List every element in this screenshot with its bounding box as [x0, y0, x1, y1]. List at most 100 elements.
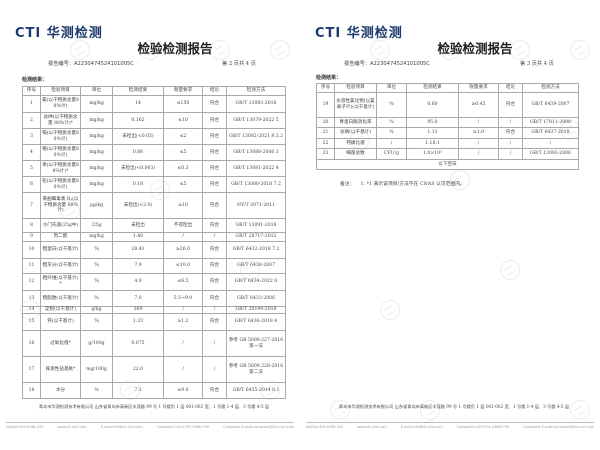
table-cell: 胃蛋白酶消化率: [334, 117, 377, 128]
table-cell: /: [202, 356, 227, 383]
blank-label: 以下空白: [316, 159, 579, 170]
column-header: 检验项目: [40, 86, 81, 96]
footer-contacts: Hotline:400-6788-333 www.cti-cert.com E-ma…: [6, 425, 294, 429]
table-row: 14 淀粉(以干基计) g/kg 369// GB/T 20194-2018: [22, 306, 286, 314]
table-cell: /: [163, 306, 203, 314]
table-cell: /: [498, 117, 523, 128]
table-row: 23 细菌总数 CFU/g 1.0×10⁵ / / GB/T 13093-2006: [316, 148, 579, 160]
table-cell: 10: [22, 241, 41, 259]
footer-address: 青岛市华测检测技术有限公司 山东省青岛市高新区丰茂路 99 号 1 号楼负 1 …: [338, 404, 570, 409]
table-cell: GB/T 13091-2018: [226, 218, 286, 233]
cti-logo: CTI 华测检测: [315, 22, 403, 41]
table-cell: 汞(以干物质含量88%计)*: [40, 160, 81, 177]
table-cell: 符合: [202, 160, 227, 177]
table-cell: 0.075: [112, 330, 164, 357]
table-cell: GB/T 13083-2018: [226, 95, 286, 113]
logo-latin: CTI: [15, 26, 42, 41]
table-cell: 1.40: [112, 232, 164, 242]
table-cell: 淀粉(以干基计): [40, 306, 81, 314]
table-row: 4 铬(以干物质含量88%计) mg/kg 0.86 ≤5 符合 GB/T 13088-20…: [22, 144, 286, 161]
table-cell: GB/T 6436-2018 4: [226, 313, 286, 331]
table-cell: 5.5~9.0: [163, 290, 203, 307]
table-cell: ≤10.0: [163, 258, 203, 274]
table-cell: 5: [22, 160, 41, 177]
column-header: 限量要求: [163, 86, 203, 96]
table-cell: %: [80, 313, 113, 331]
page-info: 第 3 页共 4 页: [520, 61, 554, 67]
table-cell: GB/T 28717-2012: [226, 232, 286, 242]
footer-contact: Hotline:400-6788-333: [306, 425, 344, 429]
table-cell: 符合: [202, 258, 227, 274]
table-cell: 细菌总数: [334, 148, 377, 160]
table-cell: ≤5: [163, 144, 203, 161]
table-cell: 28.41: [112, 241, 164, 259]
table-cell: 未检出(<0.05): [112, 128, 164, 145]
footer-divider: [6, 422, 294, 423]
table-cell: /: [522, 138, 579, 149]
table-cell: 丙二醛: [40, 232, 81, 242]
table-cell: 氟(以干物质含量88%计): [40, 95, 81, 113]
footer-contact: Complaint E-mail:complaint@cti-cert.com: [523, 425, 594, 429]
report-title: 检验检测报告: [437, 41, 513, 56]
footer-contact: Complaint call:0755-33681700: [456, 425, 510, 429]
table-row: 5 汞(以干物质含量88%计)* mg/kg 未检出(<0.003) ≤0.3 符合 GB/…: [22, 160, 286, 177]
table-cell: 符合: [498, 127, 523, 139]
footer-contact: E-mail:info@cti-cert.com: [100, 425, 143, 429]
table-cell: 21: [316, 127, 335, 139]
table-cell: 参考 GB 5009.228-2016 第二法: [226, 356, 286, 383]
table-row: 2 总砷(以干物质含量 88%计)* mg/kg 0.162 ≤10 符合 GB/T 130…: [22, 112, 286, 129]
table-cell: %: [376, 117, 407, 128]
table-row: 20 胃蛋白酶消化率% 95.0// GB/T 17811-2008: [316, 117, 579, 128]
section-label: 检测结果：: [22, 77, 48, 83]
table-cell: GB/T 6437-2018: [522, 127, 579, 139]
table-cell: GB/T 13082-2021 8.3.2: [226, 128, 286, 145]
results-table: 序号 检验项目 单位 检测结果 限量要求 结论 检测方法 1 氟(以干物质含量88%计) mg/k…: [22, 86, 286, 399]
table-cell: 1.33: [112, 313, 164, 331]
table-cell: /: [163, 356, 203, 383]
table-row: 3 镉(以干物质含量88%计) mg/kg 未检出(<0.05) ≤2 符合 GB/T 13…: [22, 128, 286, 145]
table-cell: 符合: [202, 192, 227, 219]
results-table: 序号 检验项目 单位 检测结果 限量要求 结论 检测方法 19 水溶性氯化物(以氯离子计)(以干…: [316, 83, 579, 170]
table-cell: GB/T 6432-2018 7.2: [226, 241, 286, 259]
column-header: 检测结果: [406, 83, 459, 93]
table-cell: %: [80, 258, 113, 274]
table-cell: 7.9: [112, 258, 164, 274]
table-cell: mg/kg: [80, 112, 113, 129]
column-header: 限量要求: [458, 83, 499, 93]
table-cell: ≥26.0: [163, 241, 203, 259]
table-cell: /: [458, 117, 499, 128]
table-cell: GB/T 6433-2006: [226, 290, 286, 307]
blank-row: 以下空白: [316, 159, 579, 170]
table-cell: %: [80, 290, 113, 307]
table-cell: 4.9: [112, 273, 164, 291]
table-cell: ≤10: [163, 112, 203, 129]
report-number-label: 报告编号：: [344, 61, 370, 67]
table-cell: /: [202, 306, 227, 314]
table-row: 9 丙二醛 mg/kg 1.40// GB/T 28717-2012: [22, 232, 286, 242]
table-cell: 符合: [202, 128, 227, 145]
table-cell: 1.18:1: [406, 138, 459, 149]
table-cell: 20: [316, 117, 335, 128]
table-cell: /: [202, 232, 227, 242]
table-cell: ≤6.5: [163, 273, 203, 291]
table-header: 序号 检验项目 单位 检测结果 限量要求 结论 检测方法: [22, 86, 286, 96]
table-cell: 过氧化值*: [40, 330, 81, 357]
table-cell: mg/kg: [80, 232, 113, 242]
table-cell: /: [163, 330, 203, 357]
table-cell: 符合: [202, 95, 227, 113]
table-row: 13 粗脂肪(以干基计)% 7.0 5.5~9.0 符合 GB/T 6433-2006: [22, 290, 286, 307]
footer-contact: www.cti-cert.com: [357, 425, 387, 429]
table-cell: 参考 GB 5009.227-2016 第一法: [226, 330, 286, 357]
table-cell: 14: [112, 95, 164, 113]
table-cell: 未检出(<2.0): [112, 192, 164, 219]
report-number: 报告编号：A2230474524101005C: [344, 60, 430, 67]
column-header: 序号: [22, 86, 41, 96]
table-cell: %: [80, 241, 113, 259]
table-cell: 19: [316, 92, 335, 118]
table-cell: 23: [316, 148, 335, 160]
table-cell: 未检出(<0.003): [112, 160, 164, 177]
table-cell: 12: [22, 273, 41, 291]
report-number: 报告编号：A2230474524101005C: [48, 60, 134, 67]
table-row: 22 钙磷比值/1.18:1// /: [316, 138, 579, 149]
table-cell: 2: [22, 112, 41, 129]
